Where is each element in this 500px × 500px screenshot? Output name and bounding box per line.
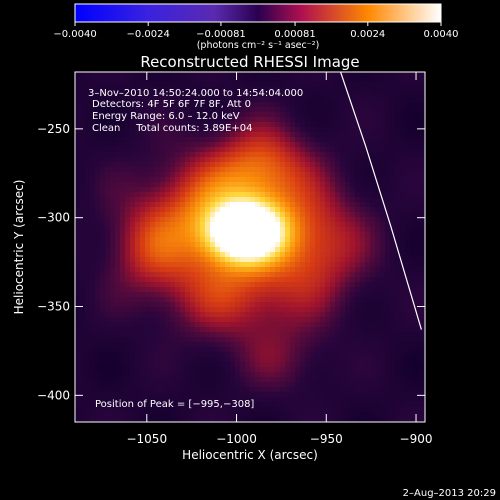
axis-ticks: −1050 −1000 −950 −900 −250 −300 −350 −400 xyxy=(37,72,433,446)
colorbar: −0.0040 −0.0024 −0.00081 0.00081 0.0024 0.004… xyxy=(53,3,459,51)
y-tick-label: −250 xyxy=(37,122,70,136)
annotation-detectors: Detectors: 4F 5F 6F 7F 8F, Att 0 xyxy=(92,99,251,110)
plot-area: −1050 −1000 −950 −900 −250 −300 −350 −400 3–Nov… xyxy=(37,71,433,446)
x-tick-label: −1050 xyxy=(126,432,167,446)
colorbar-ticks: −0.0040 −0.0024 −0.00081 0.00081 0.0024 0.004… xyxy=(53,22,459,40)
colorbar-gradient xyxy=(74,3,442,23)
x-axis-label: Heliocentric X (arcsec) xyxy=(182,448,318,462)
x-tick-label: −900 xyxy=(400,432,433,446)
annotation-peak: Position of Peak = [−995,−308] xyxy=(95,399,254,410)
y-tick-label: −400 xyxy=(37,388,70,402)
colorbar-tick-label: −0.0024 xyxy=(127,29,170,40)
heatmap-image xyxy=(75,72,425,422)
colorbar-tick-label: −0.0040 xyxy=(53,29,96,40)
colorbar-tick-label: 0.00081 xyxy=(274,29,315,40)
chart-title: Reconstructed RHESSI Image xyxy=(140,53,359,71)
annotation-time: 3–Nov–2010 14:50:24.000 to 14:54:04.000 xyxy=(88,88,303,99)
y-axis-label: Heliocentric Y (arcsec) xyxy=(12,180,26,315)
y-tick-label: −350 xyxy=(37,300,70,314)
solar-limb-curve xyxy=(340,72,422,330)
colorbar-units: (photons cm⁻² s⁻¹ asec⁻²) xyxy=(197,40,320,51)
colorbar-tick-label: 0.0024 xyxy=(350,29,385,40)
x-tick-label: −950 xyxy=(310,432,343,446)
x-tick-label: −1000 xyxy=(216,432,257,446)
annotation-energy: Energy Range: 6.0 – 12.0 keV xyxy=(92,111,240,122)
y-tick-label: −300 xyxy=(37,211,70,225)
plot-frame xyxy=(74,71,426,423)
annotation-clean: Clean Total counts: 3.89E+04 xyxy=(92,123,252,134)
colorbar-tick-label: 0.0040 xyxy=(424,29,459,40)
colorbar-tick-label: −0.00081 xyxy=(196,29,246,40)
footer-date: 2–Aug–2013 20:29 xyxy=(403,488,496,499)
